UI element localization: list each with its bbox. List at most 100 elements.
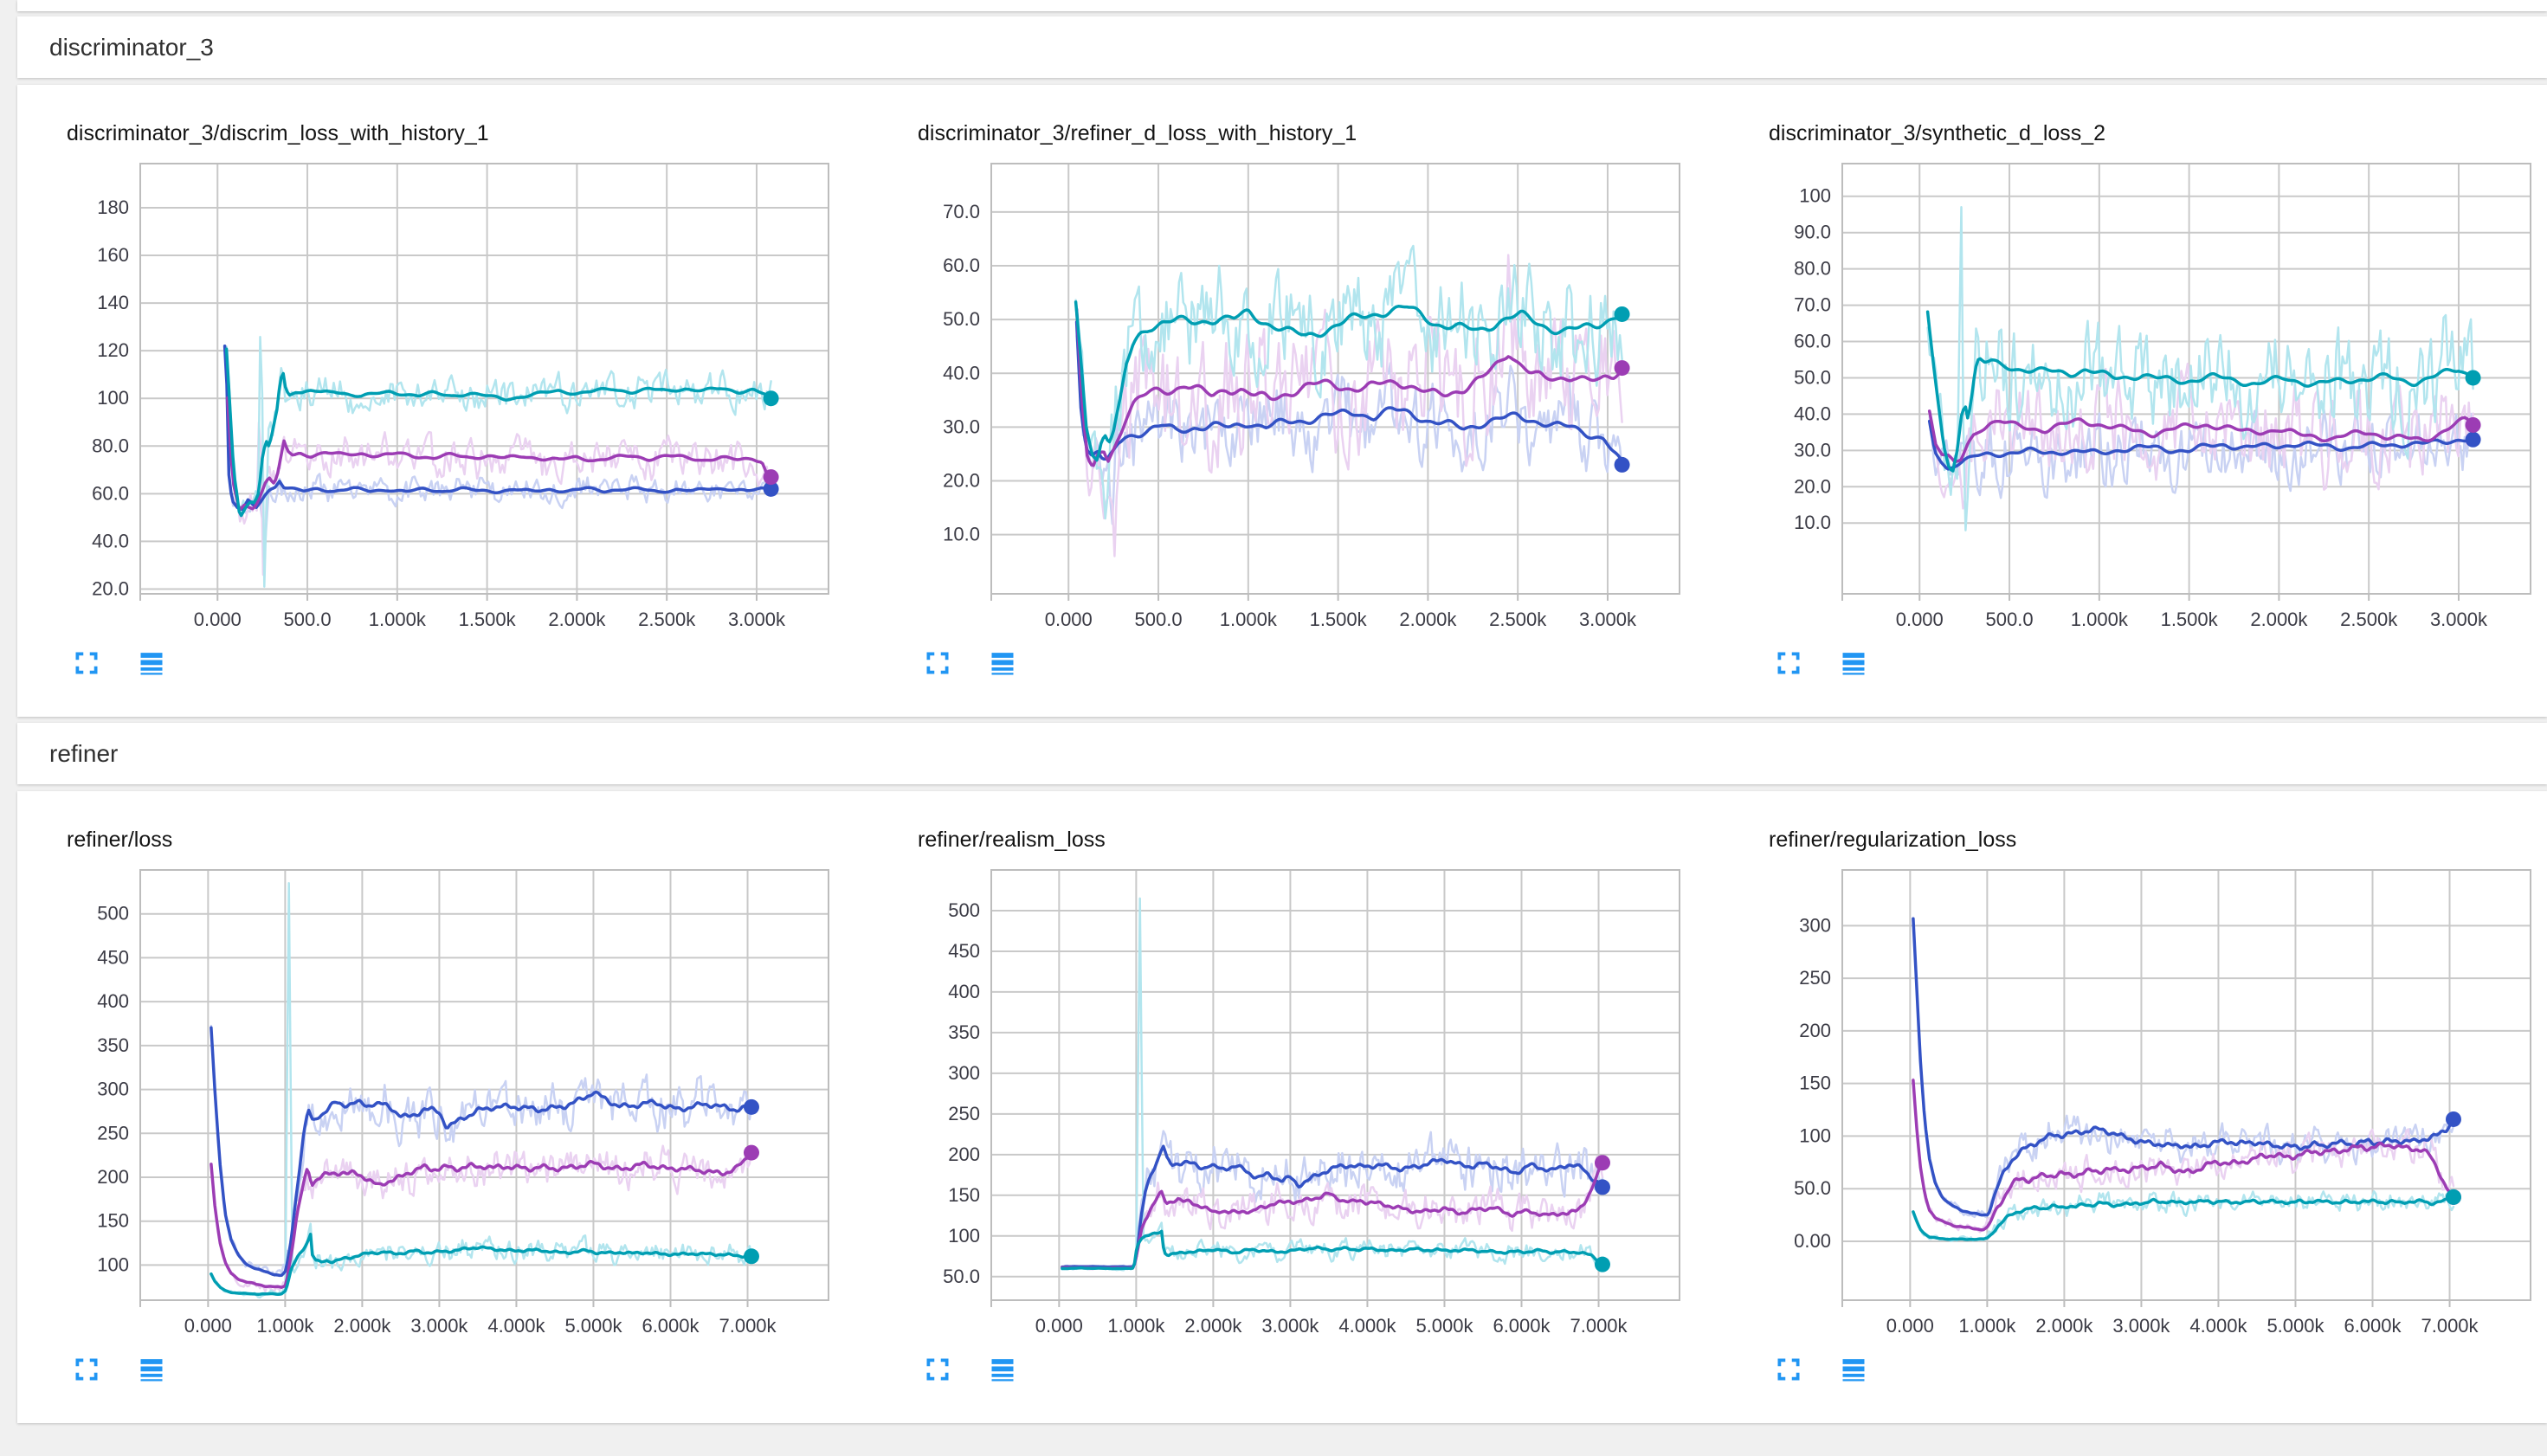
chart-actions: [918, 650, 1684, 676]
svg-text:50.0: 50.0: [943, 308, 980, 330]
svg-text:400: 400: [948, 981, 980, 1002]
svg-text:30.0: 30.0: [1794, 439, 1831, 461]
svg-text:5.000k: 5.000k: [564, 1315, 622, 1337]
svg-text:120: 120: [97, 339, 129, 361]
svg-text:1.000k: 1.000k: [1958, 1315, 2016, 1337]
svg-text:70.0: 70.0: [1794, 294, 1831, 316]
chart-actions: [67, 650, 833, 676]
svg-text:7.000k: 7.000k: [719, 1315, 777, 1337]
svg-text:150: 150: [97, 1210, 129, 1232]
svg-text:250: 250: [97, 1122, 129, 1144]
svg-text:1.000k: 1.000k: [256, 1315, 314, 1337]
line-chart[interactable]: 500 450 400 350 300 250 200 150 100 0.000 1.000k 2.…: [67, 861, 833, 1346]
line-chart[interactable]: 300 250 200 150 100 50.0 0.00 0.000 1.000k 2.000k…: [1769, 861, 2535, 1346]
expand-icon: [926, 1358, 949, 1381]
svg-text:500.0: 500.0: [1135, 609, 1183, 630]
svg-text:300: 300: [1799, 914, 1831, 936]
section-title: discriminator_3: [49, 33, 214, 61]
svg-text:1.500k: 1.500k: [2161, 609, 2219, 630]
line-chart[interactable]: 180 160 140 120 100 80.0 60.0 40.0 20.0 0.000 500.…: [67, 155, 833, 640]
svg-text:50.0: 50.0: [943, 1266, 980, 1287]
toggle-y-axis-button[interactable]: [136, 1356, 167, 1382]
svg-text:150: 150: [948, 1184, 980, 1206]
svg-text:4.000k: 4.000k: [1338, 1315, 1396, 1337]
svg-text:6.000k: 6.000k: [2344, 1315, 2402, 1337]
svg-text:350: 350: [97, 1034, 129, 1056]
data-list-icon: [140, 1359, 163, 1382]
svg-text:500.0: 500.0: [284, 609, 332, 630]
svg-text:140: 140: [97, 292, 129, 313]
svg-text:5.000k: 5.000k: [1415, 1315, 1473, 1337]
expand-chart-button[interactable]: [925, 1356, 951, 1382]
chart-actions: [1769, 650, 2535, 676]
svg-text:4.000k: 4.000k: [2189, 1315, 2247, 1337]
svg-text:0.000: 0.000: [184, 1315, 232, 1337]
svg-text:2.000k: 2.000k: [333, 1315, 391, 1337]
toggle-y-axis-button[interactable]: [1838, 650, 1869, 676]
svg-text:50.0: 50.0: [1794, 366, 1831, 388]
svg-text:80.0: 80.0: [92, 435, 129, 456]
chart-title: refiner/realism_loss: [918, 828, 1106, 852]
svg-text:50.0: 50.0: [1794, 1177, 1831, 1199]
svg-text:1.500k: 1.500k: [459, 609, 517, 630]
svg-text:0.000: 0.000: [1896, 609, 1944, 630]
toggle-y-axis-button[interactable]: [987, 1356, 1018, 1382]
scalar-chart-card: refiner/regularization_loss 300 250 200 150…: [1769, 828, 2535, 1382]
line-chart[interactable]: 500 450 400 350 300 250 200 150 100 50.0 0.000 1.00…: [918, 861, 1684, 1346]
svg-text:0.000: 0.000: [1886, 1315, 1934, 1337]
line-chart[interactable]: 70.0 60.0 50.0 40.0 30.0 20.0 10.0 0.000 500.0 1.…: [918, 155, 1684, 640]
svg-text:1.000k: 1.000k: [1220, 609, 1278, 630]
svg-text:2.000k: 2.000k: [548, 609, 606, 630]
toggle-y-axis-button[interactable]: [987, 650, 1018, 676]
chart-title: discriminator_3/synthetic_d_loss_2: [1769, 121, 2106, 145]
toggle-y-axis-button[interactable]: [1838, 1356, 1869, 1382]
svg-text:2.500k: 2.500k: [638, 609, 696, 630]
svg-text:0.00: 0.00: [1794, 1230, 1831, 1252]
svg-text:90.0: 90.0: [1794, 222, 1831, 243]
svg-text:500: 500: [97, 903, 129, 924]
section-header-discriminator-3[interactable]: discriminator_3: [17, 16, 2547, 78]
chart-actions: [918, 1356, 1684, 1382]
svg-text:2.000k: 2.000k: [2250, 609, 2308, 630]
svg-text:250: 250: [948, 1103, 980, 1124]
svg-text:10.0: 10.0: [943, 524, 980, 545]
chart-title: discriminator_3/discrim_loss_with_histor…: [67, 121, 489, 145]
expand-chart-button[interactable]: [1776, 1356, 1802, 1382]
svg-text:500: 500: [948, 899, 980, 921]
expand-icon: [75, 1358, 98, 1381]
svg-text:7.000k: 7.000k: [2421, 1315, 2479, 1337]
data-list-icon: [1842, 1359, 1865, 1382]
svg-text:40.0: 40.0: [1794, 403, 1831, 424]
svg-text:70.0: 70.0: [943, 201, 980, 222]
line-chart[interactable]: 100 90.0 80.0 70.0 60.0 50.0 40.0 30.0 20.0 10.0 0…: [1769, 155, 2535, 640]
svg-text:100: 100: [97, 387, 129, 409]
svg-text:3.000k: 3.000k: [728, 609, 786, 630]
svg-text:3.000k: 3.000k: [410, 1315, 468, 1337]
svg-text:3.000k: 3.000k: [2112, 1315, 2170, 1337]
svg-text:150: 150: [1799, 1073, 1831, 1094]
svg-text:450: 450: [97, 946, 129, 968]
section-header-refiner[interactable]: refiner: [17, 723, 2547, 784]
svg-text:60.0: 60.0: [92, 482, 129, 504]
svg-text:0.000: 0.000: [194, 609, 242, 630]
expand-chart-button[interactable]: [74, 1356, 100, 1382]
scalar-chart-card: refiner/loss 500 450 400 350 300 250 200 150 100…: [67, 828, 833, 1382]
svg-text:6.000k: 6.000k: [1493, 1315, 1551, 1337]
svg-text:0.000: 0.000: [1035, 1315, 1083, 1337]
chart-title: refiner/regularization_loss: [1769, 828, 2017, 852]
svg-text:40.0: 40.0: [943, 362, 980, 383]
expand-chart-button[interactable]: [925, 650, 951, 676]
svg-text:100: 100: [1799, 1124, 1831, 1146]
expand-chart-button[interactable]: [74, 650, 100, 676]
tensorboard-scalars-dashboard: discriminator_3 discriminator_3/discrim_…: [17, 0, 2547, 1423]
scalar-chart-card: discriminator_3/discrim_loss_with_histor…: [67, 121, 833, 676]
chart-title: refiner/loss: [67, 828, 173, 852]
svg-text:5.000k: 5.000k: [2267, 1315, 2325, 1337]
expand-chart-button[interactable]: [1776, 650, 1802, 676]
svg-text:3.000k: 3.000k: [1579, 609, 1637, 630]
svg-text:80.0: 80.0: [1794, 258, 1831, 280]
scalar-chart-card: refiner/realism_loss 500 450 400 350 300 250 2…: [918, 828, 1684, 1382]
toggle-y-axis-button[interactable]: [136, 650, 167, 676]
svg-text:450: 450: [948, 940, 980, 962]
svg-text:350: 350: [948, 1021, 980, 1043]
